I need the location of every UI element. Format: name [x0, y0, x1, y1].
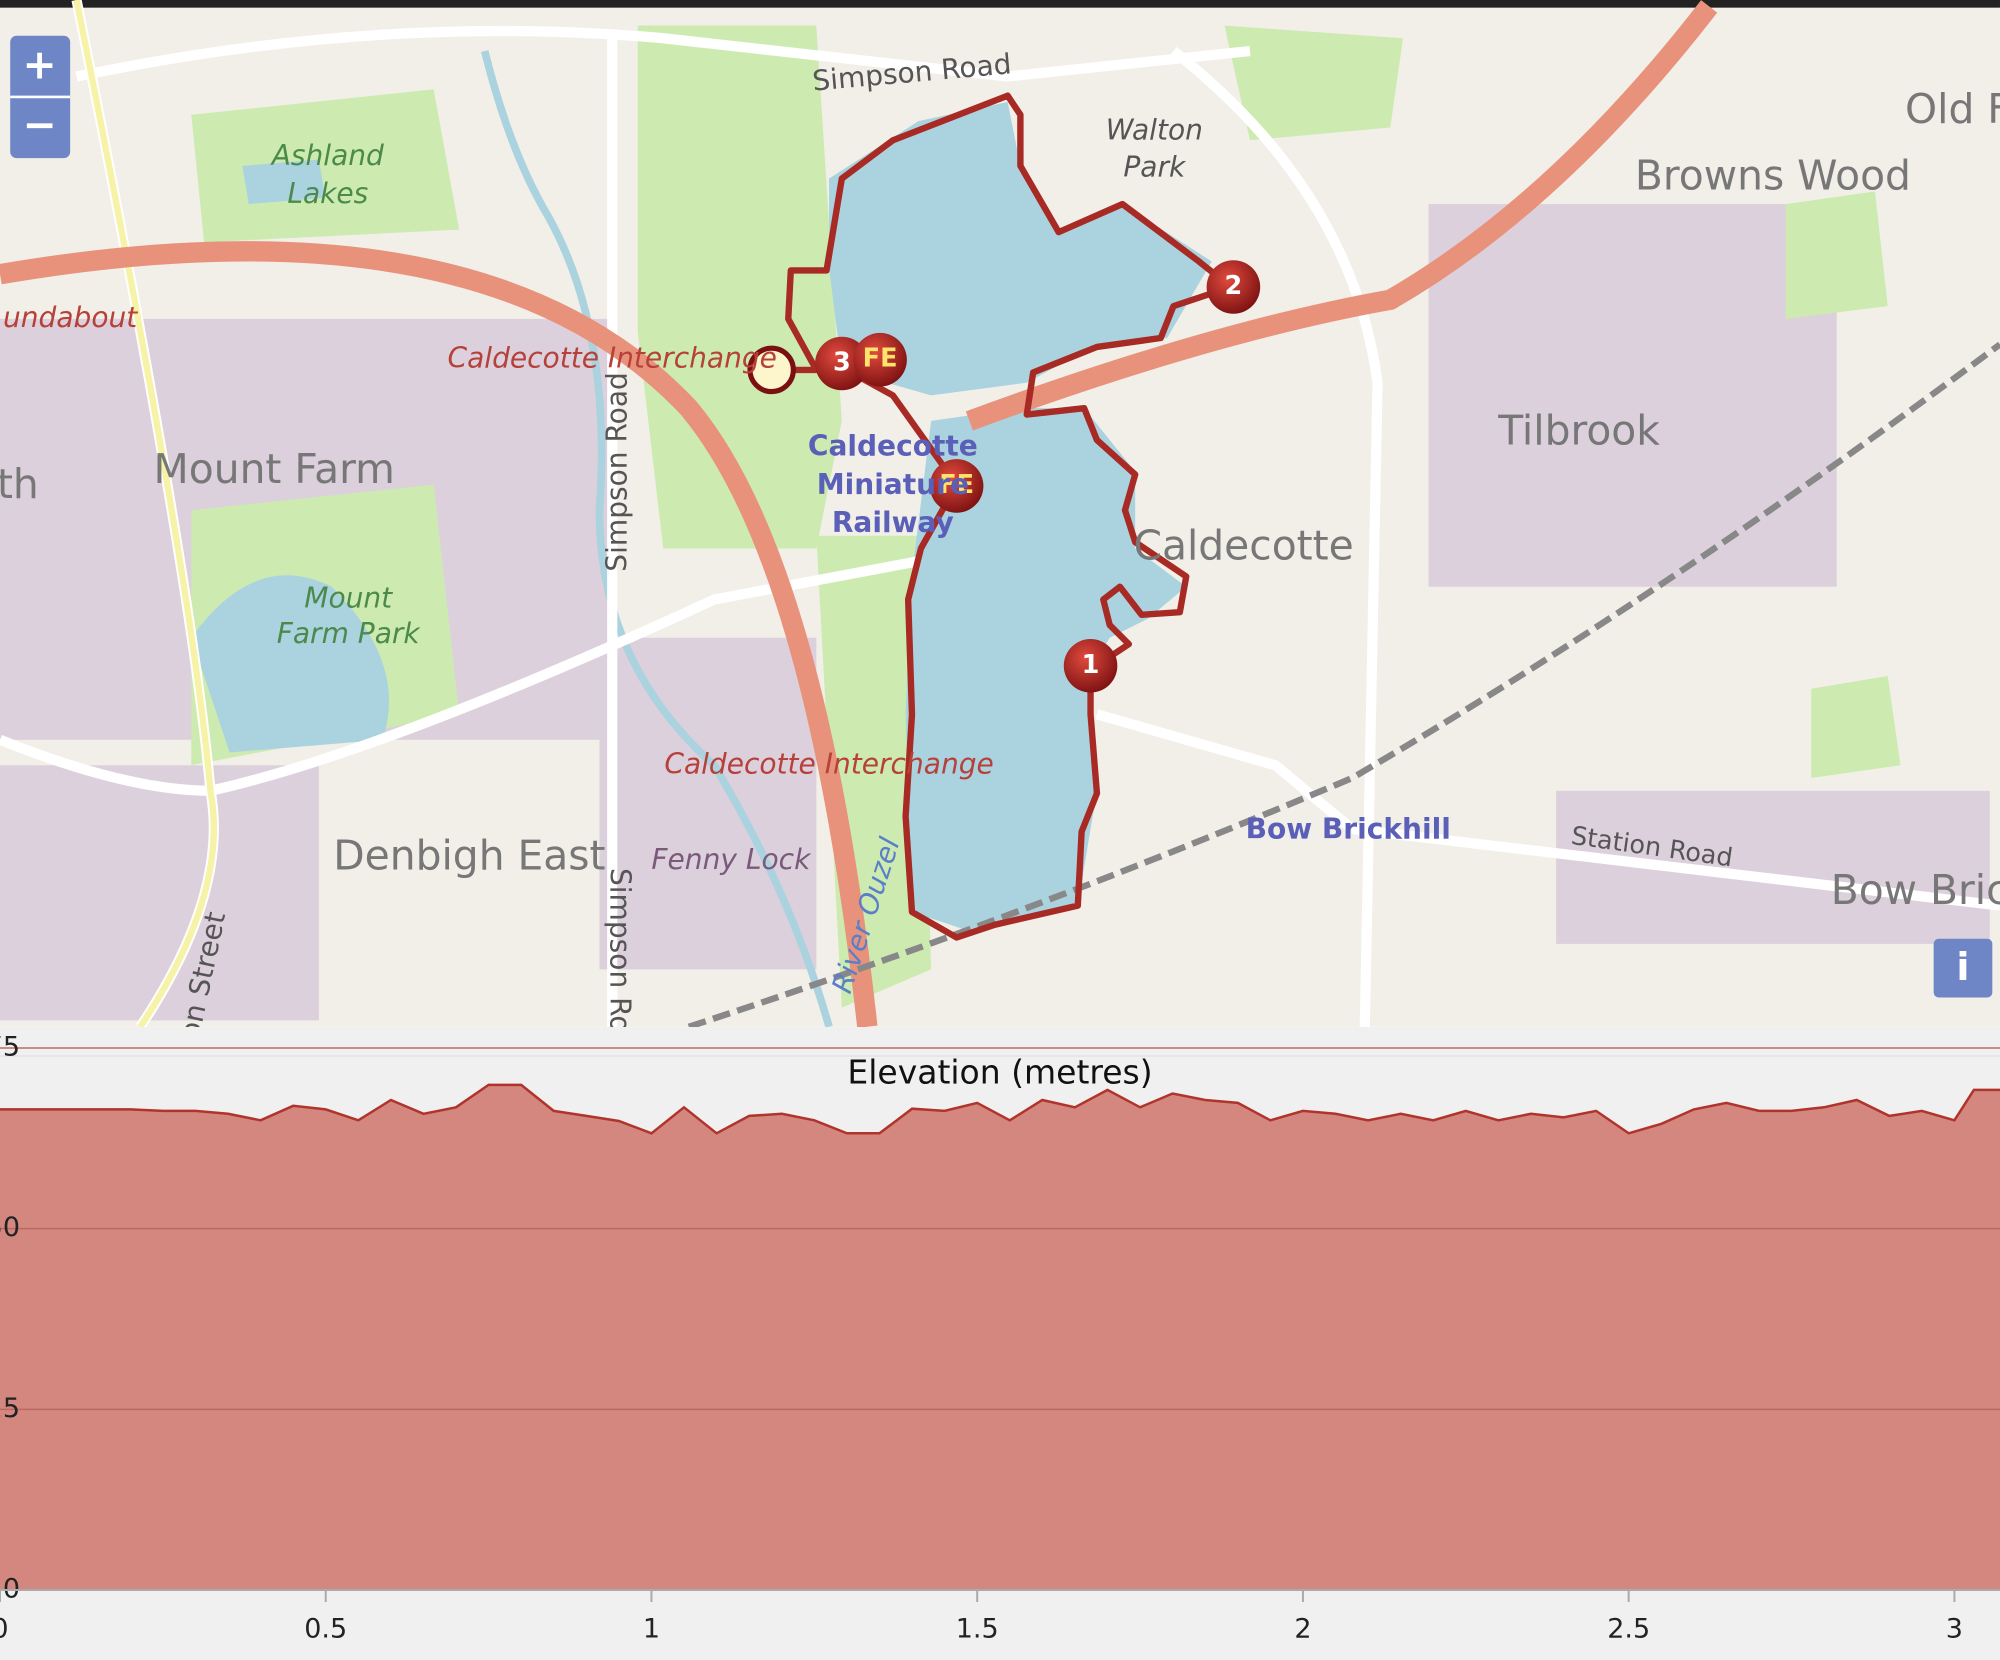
map-label: Caldecotte [808, 430, 978, 463]
map: 3 FE 2 FE 1 Simpson Road Ashland Lakes W… [0, 0, 2000, 1042]
info-button[interactable]: i [1956, 945, 1969, 990]
start-marker [747, 345, 796, 395]
x-tick-label: 2 [1294, 1614, 1311, 1645]
zoom-in-button[interactable]: + [22, 41, 56, 89]
map-label: Caldecotte Interchange [664, 747, 993, 780]
map-label: undabout [3, 301, 138, 334]
map-label: Simpson Road [601, 372, 634, 572]
x-tick-label: 0 [0, 1614, 9, 1645]
map-label: Mount Farm [154, 445, 395, 493]
marker-label: 1 [1082, 650, 1100, 680]
railway [687, 341, 2000, 1030]
map-label: Lakes [287, 177, 368, 210]
map-label: Denbigh East [333, 831, 605, 879]
map-label: Ashland [270, 139, 384, 172]
river [480, 50, 833, 1028]
y-tick-label: 50 [0, 1212, 20, 1243]
map-label: Walton [1106, 113, 1203, 146]
y-tick-label: 75 [0, 1032, 20, 1063]
map-label: Tilbrook [1497, 407, 1660, 455]
map-label: Miniature [817, 468, 969, 501]
route-markers: 3 FE 2 FE 1 [815, 260, 1261, 693]
a-road [73, 0, 218, 1029]
map-label: Bow Brickhill [1246, 812, 1451, 845]
zoom-out-button[interactable]: − [22, 101, 56, 149]
x-tick-label: 3 [1946, 1614, 1963, 1645]
elevation-area [0, 1084, 2000, 1590]
map-label: Farm Park [277, 617, 422, 650]
map-label: Old F [1905, 85, 2000, 133]
lakes [191, 102, 1212, 932]
elevation-line [0, 1083, 2000, 1135]
marker-label: 3 [833, 348, 851, 378]
top-edge [0, 0, 2000, 8]
marker-label: 2 [1225, 271, 1243, 301]
marker [1063, 639, 1118, 693]
marker-label: FE [939, 470, 974, 500]
chart-title: Elevation (metres) [847, 1053, 1152, 1092]
marker [929, 459, 984, 513]
zoom-control: + − [10, 35, 71, 159]
map-label: th [0, 460, 39, 508]
y-tick-label: 25 [0, 1393, 20, 1424]
map-label: Mount [304, 581, 393, 614]
route [771, 92, 1235, 941]
map-label: Bow Bric [1831, 866, 2000, 914]
info-box[interactable] [1933, 938, 1993, 998]
x-tick-label: 0.5 [304, 1614, 347, 1645]
x-tick-label: 1 [643, 1614, 660, 1645]
map-label: Railway [832, 506, 954, 539]
x-tick-label: 2.5 [1607, 1614, 1650, 1645]
marker [1206, 260, 1261, 314]
map-label: Simpson Ro [604, 868, 637, 1033]
map-label: Browns Wood [1635, 152, 1911, 200]
marker [853, 332, 907, 387]
motorways [0, 0, 1718, 1028]
map-label: Fenny Lock [651, 843, 812, 876]
map-label: Park [1123, 150, 1187, 183]
map-label: Caldecotte Interchange [448, 342, 777, 375]
map-label: Caldecotte [1133, 521, 1353, 569]
elevation-chart: Elevation (metres) 025507500.511.522.53 [0, 1027, 2000, 1660]
x-tick-label: 1.5 [956, 1614, 999, 1645]
marker-label: FE [863, 344, 898, 374]
